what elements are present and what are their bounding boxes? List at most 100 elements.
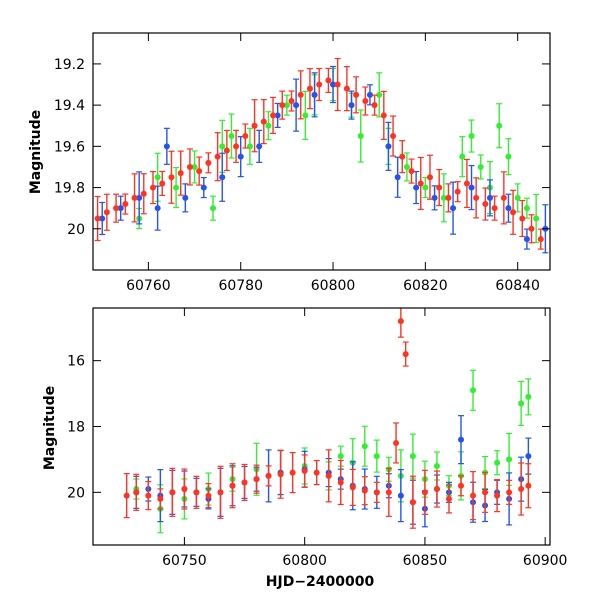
data-point: [394, 174, 401, 181]
data-point: [122, 201, 129, 208]
data-point: [500, 194, 507, 201]
data-point: [270, 112, 277, 119]
data-point: [265, 472, 272, 479]
data-point: [510, 209, 517, 216]
data-point: [433, 463, 440, 469]
data-point: [519, 215, 526, 222]
data-point: [177, 170, 184, 177]
data-point: [525, 393, 532, 400]
data-point: [380, 112, 387, 119]
y-tick-label: 19.8: [54, 181, 85, 197]
data-point: [422, 184, 429, 191]
plot-frame: [92, 32, 551, 271]
data-point: [468, 184, 475, 191]
data-point: [357, 133, 364, 140]
x-tick-label: 60840: [495, 278, 540, 294]
data-point: [265, 122, 272, 129]
data-point: [237, 153, 244, 160]
data-point: [518, 486, 525, 493]
x-tick-label: 60780: [218, 278, 263, 294]
data-point: [99, 215, 106, 222]
data-point: [402, 351, 409, 358]
series-2: [123, 308, 532, 529]
data-point: [154, 174, 161, 181]
data-point: [366, 91, 373, 98]
data-point: [260, 118, 267, 125]
data-point: [436, 184, 443, 191]
data-point: [297, 91, 304, 98]
data-point: [408, 168, 415, 175]
data-point: [200, 184, 207, 191]
data-point: [288, 98, 295, 105]
data-point: [334, 81, 341, 88]
data-point: [311, 91, 318, 98]
data-point: [330, 81, 337, 88]
data-point: [473, 194, 480, 201]
data-point: [433, 486, 440, 493]
data-point: [491, 205, 498, 212]
data-point: [445, 194, 452, 201]
data-point: [113, 205, 120, 212]
data-point: [154, 205, 161, 212]
data-point: [193, 489, 200, 496]
data-point: [431, 194, 438, 201]
data-point: [450, 205, 457, 212]
data-point: [343, 85, 350, 92]
data-point: [168, 174, 175, 181]
data-point: [283, 102, 290, 109]
data-point: [169, 489, 176, 496]
data-point: [313, 469, 320, 476]
data-point: [494, 492, 501, 499]
data-point: [145, 492, 152, 499]
data-point: [445, 495, 452, 502]
data-point: [525, 453, 532, 460]
data-point: [136, 194, 143, 201]
data-point: [217, 489, 224, 496]
data-point: [219, 174, 226, 181]
data-point: [140, 190, 147, 197]
data-point: [458, 436, 465, 443]
data-point: [349, 484, 356, 491]
data-point: [241, 479, 248, 486]
y-tick-label: 19.4: [54, 98, 85, 114]
data-point: [482, 489, 489, 496]
data-point: [191, 163, 198, 170]
data-point: [182, 194, 189, 201]
series-0: [133, 369, 532, 534]
x-tick-label: 60760: [126, 278, 171, 294]
data-point: [403, 163, 410, 170]
data-point: [159, 180, 166, 187]
bottom-y-axis-title: Magnitude: [42, 386, 58, 470]
data-point: [421, 489, 428, 496]
data-point: [279, 102, 286, 109]
data-point: [173, 184, 180, 191]
data-point: [214, 153, 221, 160]
data-point: [337, 479, 344, 486]
data-point: [348, 102, 355, 109]
bottom-panel: 60750 60800 60850 60900 16 18 20: [67, 307, 567, 569]
data-point: [477, 163, 484, 170]
data-point: [325, 77, 332, 84]
data-point: [371, 102, 378, 109]
x-tick-label: 60820: [403, 278, 448, 294]
data-point: [470, 387, 477, 394]
data-point: [409, 453, 416, 460]
data-point: [385, 489, 392, 496]
data-point: [223, 147, 230, 154]
series-2: [94, 57, 544, 250]
data-point: [362, 98, 369, 105]
data-point: [229, 482, 236, 489]
bottom-x-axis-title: HJD−2400000: [266, 574, 375, 590]
data-point: [409, 499, 416, 506]
data-point: [150, 184, 157, 191]
data-point: [390, 133, 397, 140]
data-point: [440, 194, 447, 201]
top-y-axis-title: Magnitude: [28, 110, 44, 194]
data-point: [525, 482, 532, 489]
data-point: [337, 453, 344, 460]
data-point: [373, 453, 380, 460]
data-point: [523, 236, 530, 243]
data-point: [123, 492, 130, 499]
data-point: [506, 456, 513, 463]
data-point: [117, 205, 124, 212]
